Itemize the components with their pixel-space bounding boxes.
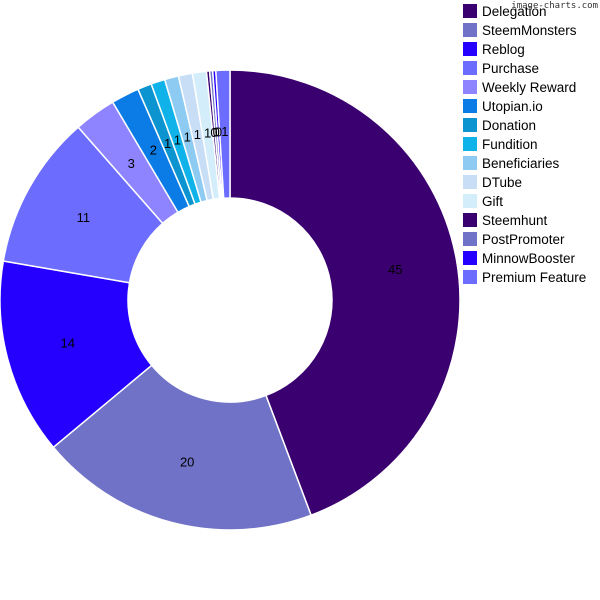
legend-swatch (463, 156, 477, 170)
slice-label: 0 (215, 124, 222, 139)
legend-swatch (463, 80, 477, 94)
legend-swatch (463, 232, 477, 246)
slice-reblog (0, 260, 153, 449)
legend-label: Fundition (482, 137, 538, 152)
legend-label: Utopian.io (482, 99, 543, 114)
legend-swatch (463, 137, 477, 151)
legend-swatch (463, 23, 477, 37)
legend-label: Purchase (482, 61, 539, 76)
slice-label: 1 (194, 127, 201, 142)
slice-delegation (229, 69, 461, 517)
chart-slices (0, 69, 461, 531)
slice-label: 1 (204, 125, 211, 140)
slice-premium-feature (214, 69, 231, 199)
legend-label: Delegation (482, 4, 547, 19)
slice-label: 11 (77, 210, 91, 225)
legend-swatch (463, 194, 477, 208)
slice-label: 45 (388, 262, 402, 277)
slice-label: 0 (213, 125, 220, 140)
legend-label: Weekly Reward (482, 80, 576, 95)
watermark-text: image-charts.com (511, 1, 598, 11)
slice-label: 2 (150, 142, 157, 157)
legend-swatch (463, 251, 477, 265)
legend-label: SteemMonsters (482, 23, 577, 38)
slice-label: 0 (210, 125, 217, 140)
slice-label: 1 (221, 124, 228, 139)
legend-label: Donation (482, 118, 536, 133)
legend-label: PostPromoter (482, 232, 565, 247)
legend-label: Reblog (482, 42, 525, 57)
legend-swatch (463, 61, 477, 75)
legend-swatch (463, 4, 477, 18)
legend-swatch (463, 99, 477, 113)
slice-label: 14 (61, 336, 75, 351)
slice-label: 1 (164, 136, 171, 151)
chart-legend: Delegation SteemMonsters Reblog Purchase Wee… (463, 4, 586, 285)
slice-steemmonsters (52, 364, 313, 531)
legend-label: Premium Feature (482, 270, 586, 285)
legend-swatch (463, 270, 477, 284)
legend-swatch (463, 213, 477, 227)
legend-swatch (463, 175, 477, 189)
slice-label: 1 (184, 130, 191, 145)
legend-label: DTube (482, 175, 522, 190)
legend-swatch (463, 118, 477, 132)
legend-swatch (463, 42, 477, 56)
legend-label: MinnowBooster (482, 251, 576, 266)
legend-label: Gift (482, 194, 503, 209)
legend-label: Beneficiaries (482, 156, 560, 171)
slice-label: 1 (174, 132, 181, 147)
slice-label: 3 (128, 156, 135, 171)
legend-label: Steemhunt (482, 213, 548, 228)
slice-label: 20 (180, 454, 194, 469)
